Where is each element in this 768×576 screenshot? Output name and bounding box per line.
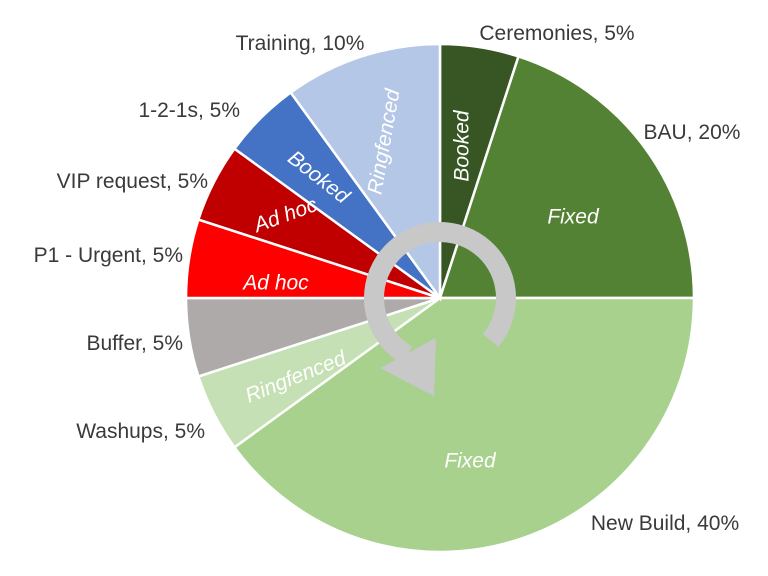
slice-label: Training, 10%: [236, 32, 365, 55]
slice-label: Washups, 5%: [76, 420, 205, 443]
slice-outer-labels: Ceremonies, 5% BAU, 20% New Build, 40% Wash…: [34, 22, 741, 535]
slice-label: Buffer, 5%: [86, 332, 183, 355]
slice-inner-label: Ad hoc: [241, 272, 309, 295]
pie-slices: [184, 42, 696, 554]
slice-label: P1 - Urgent, 5%: [34, 244, 183, 267]
clockwise-cycle-arrow-icon: [364, 222, 516, 396]
slice-inner-label: Fixed: [444, 450, 497, 473]
pie-slice-bau: [438, 54, 696, 300]
slice-inner-label: Booked: [451, 109, 474, 182]
slice-inner-label: Fixed: [547, 206, 600, 229]
slice-label: 1-2-1s, 5%: [138, 99, 240, 122]
slice-label: BAU, 20%: [644, 121, 741, 144]
pie-slice-new-build: [232, 296, 696, 554]
slice-label: VIP request, 5%: [57, 170, 208, 193]
slice-label: New Build, 40%: [591, 512, 739, 535]
slice-label: Ceremonies, 5%: [479, 22, 634, 45]
